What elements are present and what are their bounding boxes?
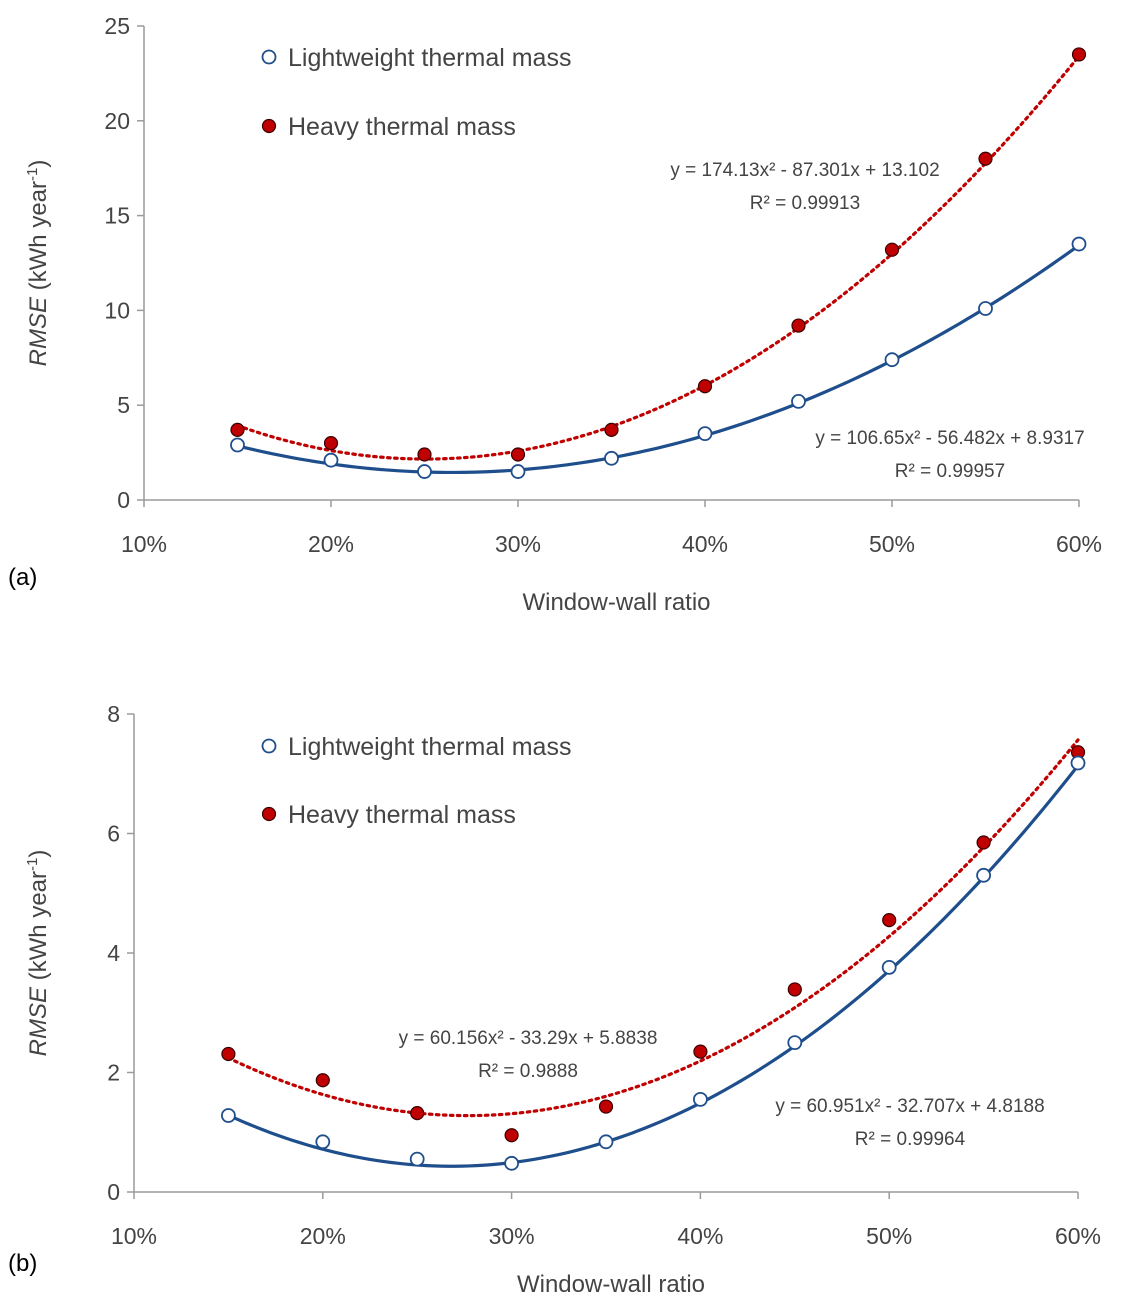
legend-lightweight-marker bbox=[261, 49, 277, 65]
lightweight-data-point bbox=[884, 352, 900, 368]
y-tick-label: 2 bbox=[107, 1060, 120, 1086]
heavy-data-point bbox=[791, 318, 806, 333]
x-tick-label: 40% bbox=[682, 531, 728, 557]
y-axis-label-variable: RMSE bbox=[25, 986, 52, 1056]
y-axis-label-variable: RMSE bbox=[25, 296, 52, 366]
y-axis-label-unit: (kWh year bbox=[25, 871, 52, 987]
chart-panel-b: 0 2 4 6 8 10% 20% 30% 40% 50% 60% Window-wall ratio… bbox=[8, 701, 1101, 1298]
lightweight-data-point bbox=[1070, 755, 1086, 771]
lightweight-data-point bbox=[1071, 236, 1087, 252]
lightweight-data-point bbox=[417, 464, 432, 479]
x-tick-label: 60% bbox=[1055, 1223, 1101, 1249]
y-tick-label: 10 bbox=[104, 297, 130, 323]
lightweight-trendline-r2: R² = 0.99964 bbox=[855, 1129, 966, 1150]
heavy-trendline-r2: R² = 0.9888 bbox=[478, 1061, 578, 1082]
lightweight-data-point bbox=[976, 867, 991, 883]
heavy-data-point bbox=[884, 242, 900, 257]
heavy-trendline-equation: y = 60.156x² - 33.29x + 5.8838 bbox=[399, 1028, 658, 1049]
heavy-data-point bbox=[1071, 47, 1087, 62]
x-tick-label: 10% bbox=[121, 531, 167, 557]
heavy-trendline bbox=[235, 54, 1081, 461]
heavy-data-point bbox=[693, 1044, 708, 1059]
lightweight-trendline-equation: y = 106.65x² - 56.482x + 8.9317 bbox=[815, 428, 1084, 449]
y-tick-label: 20 bbox=[104, 108, 130, 134]
legend-heavy-marker bbox=[261, 118, 277, 134]
heavy-data-point bbox=[787, 982, 802, 997]
lightweight-data-point bbox=[791, 394, 806, 409]
y-tick-label: 25 bbox=[104, 13, 130, 39]
y-tick-label: 6 bbox=[107, 821, 120, 847]
heavy-trendline-r2: R² = 0.99913 bbox=[750, 193, 860, 214]
x-tick-label: 20% bbox=[300, 1223, 346, 1249]
x-tick-label: 50% bbox=[869, 531, 915, 557]
panel-label: (a) bbox=[8, 564, 37, 591]
heavy-data-point bbox=[697, 379, 713, 394]
lightweight-data-point bbox=[881, 959, 897, 975]
lightweight-data-point bbox=[230, 437, 245, 453]
heavy-data-point bbox=[604, 422, 619, 437]
lightweight-data-point bbox=[510, 464, 526, 479]
y-axis-label-close: ) bbox=[25, 160, 52, 168]
y-axis-label-superscript: -1 bbox=[24, 168, 41, 181]
y-tick-label: 8 bbox=[107, 701, 120, 727]
lightweight-data-point bbox=[604, 450, 619, 466]
heavy-trendline bbox=[226, 738, 1080, 1118]
lightweight-trendline bbox=[237, 243, 1080, 475]
x-tick-label: 30% bbox=[489, 1223, 535, 1249]
legend-lightweight-label: Lightweight thermal mass bbox=[288, 733, 571, 761]
heavy-data-point bbox=[221, 1046, 236, 1062]
lightweight-trendline-r2: R² = 0.99957 bbox=[895, 461, 1005, 482]
lightweight-data-point bbox=[697, 426, 713, 442]
y-tick-label: 0 bbox=[107, 1179, 120, 1205]
lightweight-data-point bbox=[409, 1151, 425, 1167]
y-axis-label-close: ) bbox=[25, 850, 52, 858]
heavy-data-point bbox=[230, 422, 245, 437]
legend-lightweight-marker bbox=[261, 738, 277, 754]
x-tick-label: 50% bbox=[866, 1223, 912, 1249]
heavy-data-point bbox=[410, 1106, 425, 1121]
heavy-data-point bbox=[598, 1099, 614, 1114]
heavy-data-point bbox=[882, 913, 897, 928]
heavy-trendline-equation: y = 174.13x² - 87.301x + 13.102 bbox=[670, 160, 939, 181]
heavy-data-point bbox=[315, 1073, 330, 1088]
lightweight-data-point bbox=[598, 1134, 614, 1150]
y-tick-label: 4 bbox=[107, 940, 120, 966]
lightweight-data-point bbox=[323, 452, 339, 468]
x-tick-label: 30% bbox=[495, 531, 541, 557]
heavy-data-point bbox=[978, 151, 993, 166]
lightweight-trendline bbox=[227, 764, 1080, 1168]
x-tick-label: 10% bbox=[111, 1223, 157, 1249]
heavy-data-point bbox=[504, 1128, 519, 1143]
heavy-data-point bbox=[976, 835, 991, 850]
legend-heavy-label: Heavy thermal mass bbox=[288, 801, 516, 829]
heavy-data-point bbox=[417, 447, 432, 462]
y-axis-label: RMSE (kWh year-1) bbox=[24, 160, 52, 367]
y-axis-label-unit: (kWh year bbox=[25, 181, 52, 297]
chart-panel-a: 0 5 10 15 20 25 10% 20% 30% 40% 50% 60% Window-wall … bbox=[8, 13, 1102, 616]
x-axis-label: Window-wall ratio bbox=[522, 589, 710, 616]
lightweight-trendline-equation: y = 60.951x² - 32.707x + 4.8188 bbox=[775, 1096, 1044, 1117]
y-axis-label: RMSE (kWh year-1) bbox=[24, 850, 52, 1057]
y-tick-label: 5 bbox=[117, 392, 130, 418]
x-tick-label: 40% bbox=[677, 1223, 723, 1249]
legend-heavy-label: Heavy thermal mass bbox=[288, 113, 516, 141]
lightweight-data-point bbox=[504, 1155, 520, 1171]
y-tick-label: 0 bbox=[117, 487, 130, 513]
lightweight-data-point bbox=[315, 1134, 331, 1150]
lightweight-data-point bbox=[693, 1091, 708, 1107]
y-axis-label-superscript: -1 bbox=[24, 858, 41, 871]
lightweight-data-point bbox=[978, 301, 993, 316]
x-axis-label: Window-wall ratio bbox=[517, 1271, 705, 1298]
heavy-data-point bbox=[323, 436, 339, 451]
legend-heavy-marker bbox=[261, 806, 277, 822]
lightweight-data-point bbox=[787, 1035, 803, 1051]
lightweight-data-point bbox=[220, 1108, 236, 1123]
y-tick-label: 15 bbox=[104, 203, 130, 229]
x-tick-label: 60% bbox=[1056, 531, 1102, 557]
heavy-data-point bbox=[510, 447, 526, 462]
x-tick-label: 20% bbox=[308, 531, 354, 557]
legend-lightweight-label: Lightweight thermal mass bbox=[288, 44, 571, 72]
panel-label: (b) bbox=[8, 1250, 37, 1277]
